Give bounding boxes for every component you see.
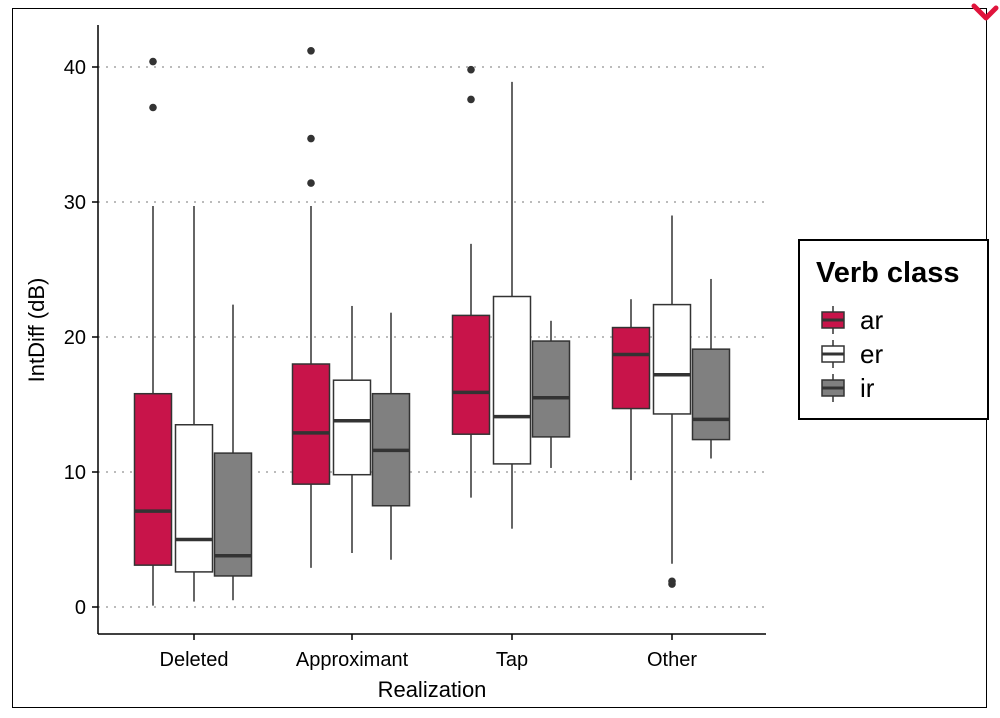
- legend-label: ir: [860, 372, 875, 403]
- box-ir-deleted: [213, 304, 253, 601]
- box-er-other: [652, 215, 692, 588]
- y-tick-label: 40: [64, 57, 86, 79]
- y-axis-title: IntDiff (dB): [24, 278, 49, 383]
- box-ir-approximant: [371, 312, 411, 560]
- legend-item-ar: ar: [818, 305, 883, 335]
- box-body: [451, 314, 491, 435]
- box-series: [133, 47, 731, 606]
- box-body: [531, 340, 571, 438]
- outlier-point: [668, 577, 676, 586]
- y-tick-label: 10: [64, 462, 86, 484]
- box-ar-deleted: [133, 57, 173, 606]
- x-ticks: Deleted Approximant Tap Other: [160, 634, 697, 671]
- box-er-approximant: [332, 305, 372, 553]
- box-body: [332, 379, 372, 476]
- box-body: [133, 392, 173, 566]
- legend-label: er: [860, 338, 884, 369]
- box-er-deleted: [174, 206, 214, 602]
- legend-title: Verb class: [816, 257, 960, 289]
- y-tick-label: 0: [75, 597, 86, 619]
- x-tick-label: Deleted: [160, 649, 229, 671]
- box-ar-other: [611, 299, 651, 481]
- legend: Verb class ar er ir: [798, 239, 989, 420]
- legend-key-ar: [821, 306, 845, 334]
- box-ir-other: [691, 278, 731, 459]
- x-tick-label: Other: [647, 649, 697, 671]
- outlier-point: [149, 57, 157, 66]
- box-body: [652, 303, 692, 415]
- outlier-point: [467, 95, 475, 104]
- legend-item-ir: ir: [818, 373, 874, 403]
- box-body: [691, 348, 731, 441]
- box-body: [291, 363, 331, 485]
- box-body: [492, 295, 532, 465]
- x-axis-title: Realization: [378, 677, 487, 702]
- box-body: [611, 326, 651, 410]
- y-ticks: 0 10 20 30 40: [64, 57, 98, 619]
- box-ir-tap: [531, 320, 571, 468]
- x-tick-label: Approximant: [296, 649, 409, 671]
- axes: [97, 25, 766, 635]
- box-er-tap: [492, 81, 532, 529]
- box-body: [213, 452, 253, 577]
- x-tick-label: Tap: [496, 649, 528, 671]
- outlier-point: [149, 103, 157, 112]
- legend-item-er: er: [818, 339, 883, 369]
- outlier-point: [307, 179, 315, 187]
- y-tick-label: 30: [64, 192, 86, 214]
- outlier-point: [307, 47, 315, 55]
- y-tick-label: 20: [64, 327, 86, 349]
- box-ar-tap: [451, 65, 491, 498]
- box-body: [174, 424, 214, 573]
- box-ar-approximant: [291, 47, 331, 568]
- legend-key-er: [821, 340, 845, 368]
- legend-key-ir: [821, 374, 845, 402]
- legend-label: ar: [860, 304, 884, 335]
- outlier-point: [467, 65, 475, 74]
- corner-arrow-icon: [971, 3, 999, 21]
- outlier-point: [307, 134, 315, 143]
